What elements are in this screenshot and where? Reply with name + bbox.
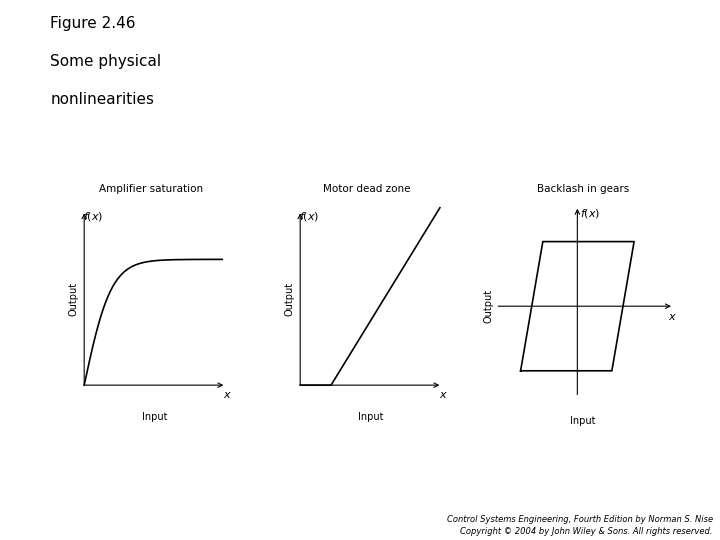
Text: $f(x)$: $f(x)$	[299, 211, 319, 224]
Text: Output: Output	[483, 289, 493, 323]
Text: Output: Output	[284, 282, 294, 316]
Text: $f(x)$: $f(x)$	[580, 207, 600, 220]
Text: $f(x)$: $f(x)$	[83, 211, 103, 224]
Text: Some physical: Some physical	[50, 54, 161, 69]
Text: Input: Input	[358, 411, 384, 422]
Text: Backlash in gears: Backlash in gears	[537, 184, 629, 194]
Text: Input: Input	[570, 416, 596, 427]
Text: nonlinearities: nonlinearities	[50, 92, 154, 107]
Text: Amplifier saturation: Amplifier saturation	[99, 184, 203, 194]
Text: $x$: $x$	[668, 312, 678, 322]
Text: $x$: $x$	[439, 390, 449, 401]
Text: Motor dead zone: Motor dead zone	[323, 184, 411, 194]
Text: Output: Output	[68, 282, 78, 316]
Text: Control Systems Engineering, Fourth Edition by Norman S. Nise: Control Systems Engineering, Fourth Edit…	[446, 515, 713, 524]
Text: $x$: $x$	[223, 390, 233, 401]
Text: Copyright © 2004 by John Wiley & Sons. All rights reserved.: Copyright © 2004 by John Wiley & Sons. A…	[460, 526, 713, 536]
Text: Figure 2.46: Figure 2.46	[50, 16, 136, 31]
Text: Input: Input	[142, 411, 168, 422]
